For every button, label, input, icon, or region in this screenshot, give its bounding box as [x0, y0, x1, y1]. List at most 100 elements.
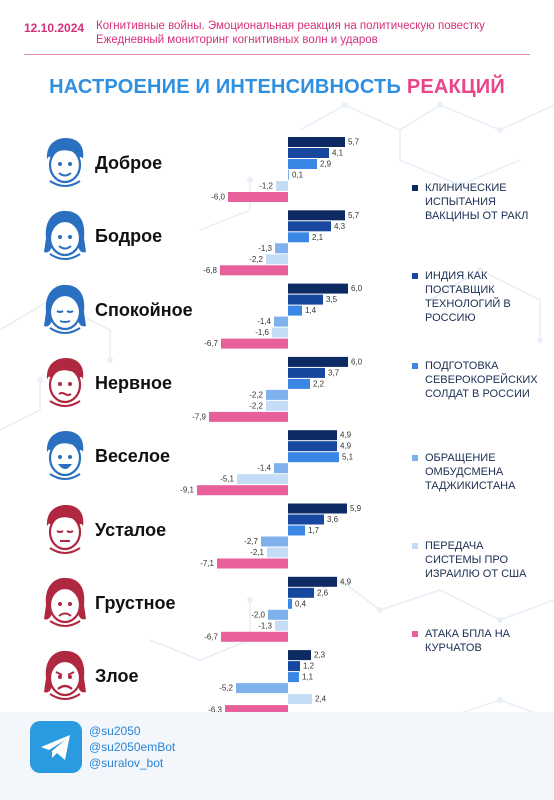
data-label: 3,6 — [327, 515, 339, 524]
data-label: -7,9 — [192, 412, 206, 421]
legend-label: Обращение омбудсмена Таджикистана — [425, 452, 516, 492]
data-label: -2,1 — [250, 548, 264, 557]
bar — [288, 378, 310, 389]
data-label: -6,3 — [208, 706, 222, 715]
bar — [288, 441, 337, 452]
data-label: 1,4 — [305, 306, 317, 315]
legend-swatch — [412, 543, 418, 549]
legend-swatch — [412, 455, 418, 461]
data-label: 2,9 — [320, 160, 332, 169]
mood-face-icon — [46, 431, 84, 481]
bar — [267, 547, 288, 558]
bar — [272, 327, 288, 338]
mood-label: Усталое — [95, 519, 167, 540]
mood-face-icon — [44, 651, 86, 701]
bar — [237, 474, 288, 485]
data-label: -5,2 — [219, 684, 233, 693]
header-line-2: Ежедневный мониторинг когнитивных волн и… — [96, 34, 378, 46]
bar — [266, 389, 288, 400]
bar — [288, 356, 348, 367]
handle-link[interactable]: @suralov_bot — [89, 756, 164, 770]
data-label: -1,3 — [258, 244, 272, 253]
mood-label: Нервное — [95, 372, 172, 393]
legend-label: Клинические испытания вакцины от ракл — [425, 182, 529, 222]
bar — [266, 254, 288, 265]
data-label: -1,6 — [255, 328, 269, 337]
mood-label: Бодрое — [95, 226, 163, 247]
data-label: 2,3 — [314, 651, 326, 660]
bar — [275, 243, 288, 254]
legend-label: Подготовка северокорейских солдат в Росс… — [425, 360, 538, 400]
mood-label: Грустное — [95, 592, 176, 613]
data-label: -6,7 — [204, 339, 218, 348]
data-label: 2,4 — [315, 695, 327, 704]
bar — [288, 503, 347, 514]
data-label: -1,3 — [258, 621, 272, 630]
bar — [288, 283, 348, 294]
legend-swatch — [412, 185, 418, 191]
bar — [288, 650, 311, 661]
legend-item: Обращение омбудсмена Таджикистана — [412, 451, 537, 493]
data-label: 5,1 — [342, 453, 354, 462]
bar — [288, 137, 345, 147]
handle-link[interactable]: @su2050emBot — [89, 740, 176, 754]
mood-label: Спокойное — [95, 299, 193, 320]
data-label: -2,2 — [249, 401, 263, 410]
data-label: -6,0 — [211, 193, 225, 202]
bar — [197, 485, 288, 496]
legend-label: Индия как поставщик технологий в Россию — [425, 270, 511, 324]
bar — [288, 672, 299, 683]
data-label: 1,1 — [302, 673, 314, 682]
data-label: -2,2 — [249, 390, 263, 399]
bar — [288, 661, 300, 672]
legend-item: Передача системы ПРО Израилю от США — [412, 539, 537, 581]
data-label: 2,1 — [312, 233, 324, 242]
bar — [225, 705, 288, 716]
data-label: 4,9 — [340, 431, 352, 440]
legend-label: Передача системы ПРО Израилю от США — [425, 540, 527, 580]
data-label: 6,0 — [351, 284, 363, 293]
data-label: 3,5 — [326, 295, 338, 304]
header-line-1: Когнитивные войны. Эмоциональная реакция… — [96, 20, 485, 32]
bar — [275, 620, 288, 631]
bar — [221, 338, 288, 349]
chart-title-part-1: НАСТРОЕНИЕ И ИНТЕНСИВНОСТЬ — [49, 76, 402, 98]
data-label: 1,2 — [303, 662, 315, 671]
mood-face-icon — [46, 504, 84, 554]
data-label: 5,7 — [348, 211, 360, 220]
bar — [288, 221, 331, 232]
bar — [288, 576, 337, 587]
data-label: -9,1 — [180, 486, 194, 495]
handle-link[interactable]: @su2050 — [89, 724, 141, 738]
header-divider — [24, 54, 530, 55]
data-label: 3,7 — [328, 368, 340, 377]
bar — [288, 598, 292, 609]
bar — [288, 210, 345, 221]
data-label: 2,2 — [313, 379, 325, 388]
data-label: 0,1 — [292, 171, 304, 180]
report-date: 12.10.2024 — [24, 21, 85, 35]
data-label: 1,7 — [308, 526, 320, 535]
chart-title-part-2: РЕАКЦИЙ — [406, 76, 505, 98]
data-label: 4,3 — [334, 222, 346, 231]
bar — [221, 631, 288, 642]
mood-face-icon — [46, 138, 84, 187]
data-label: 5,9 — [350, 504, 362, 513]
data-label: -6,8 — [203, 266, 217, 275]
mood-face-icon — [44, 577, 86, 627]
telegram-icon[interactable] — [30, 721, 82, 773]
data-label: 4,9 — [340, 577, 352, 586]
bar — [288, 294, 323, 305]
bar — [288, 514, 324, 525]
data-label: -2,0 — [251, 610, 265, 619]
telegram-handles: @su2050 @su2050emBot @suralov_bot — [89, 723, 175, 771]
bar — [288, 305, 302, 316]
data-label: -6,7 — [204, 632, 218, 641]
data-label: 5,7 — [348, 138, 360, 147]
bar — [288, 170, 289, 180]
chart-title: НАСТРОЕНИЕ И ИНТЕНСИВНОСТЬ РЕАКЦИЙ — [0, 76, 554, 99]
data-label: -1,4 — [257, 317, 271, 326]
data-label: 4,9 — [340, 442, 352, 451]
legend-swatch — [412, 363, 418, 369]
